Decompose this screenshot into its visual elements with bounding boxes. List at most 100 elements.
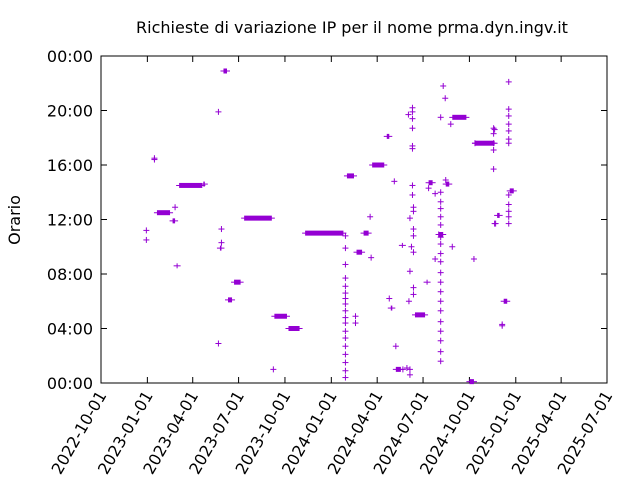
data-point bbox=[410, 204, 417, 211]
data-point bbox=[432, 256, 439, 263]
data-point bbox=[492, 220, 499, 227]
data-point bbox=[368, 254, 375, 261]
y-axis-label: Orario bbox=[5, 195, 24, 245]
data-point bbox=[437, 337, 444, 344]
data-point bbox=[437, 258, 444, 265]
data-point bbox=[342, 374, 349, 381]
data-point-run bbox=[466, 379, 477, 385]
data-point-run bbox=[285, 326, 303, 331]
data-point bbox=[405, 298, 412, 305]
x-axis: 2022-10-012023-01-012023-04-012023-07-01… bbox=[48, 56, 616, 478]
data-point bbox=[409, 125, 416, 132]
y-axis: 00:00 04:00 08:00 12:00 16:00 20:00 00:00 bbox=[47, 47, 607, 393]
data-point bbox=[437, 234, 444, 241]
data-point-run bbox=[343, 173, 357, 179]
data-point-run bbox=[442, 181, 453, 187]
data-point bbox=[342, 320, 349, 327]
data-point bbox=[342, 351, 349, 358]
data-point bbox=[437, 288, 444, 295]
data-point bbox=[409, 104, 416, 111]
data-point bbox=[490, 125, 497, 132]
data-point bbox=[437, 328, 444, 335]
data-points bbox=[143, 68, 517, 385]
data-point bbox=[342, 328, 349, 335]
data-point bbox=[432, 190, 439, 197]
data-point bbox=[342, 232, 349, 239]
data-point bbox=[406, 366, 413, 373]
y-tick-label: 00:00 bbox=[47, 374, 93, 393]
data-point bbox=[342, 367, 349, 374]
data-point bbox=[406, 371, 413, 378]
data-point bbox=[490, 166, 497, 173]
data-point bbox=[505, 220, 512, 227]
data-point bbox=[437, 269, 444, 276]
data-point bbox=[342, 245, 349, 252]
data-point bbox=[491, 126, 498, 133]
data-point bbox=[490, 140, 497, 147]
data-point-run bbox=[360, 230, 372, 236]
data-point bbox=[342, 359, 349, 366]
data-point bbox=[410, 284, 417, 291]
data-point bbox=[406, 268, 413, 275]
data-point-run bbox=[153, 210, 174, 216]
data-point-run bbox=[398, 242, 406, 248]
data-point-run bbox=[449, 114, 470, 120]
data-point-run bbox=[500, 298, 511, 304]
data-point bbox=[342, 300, 349, 307]
y-tick-label: 20:00 bbox=[47, 102, 93, 121]
data-point bbox=[270, 366, 277, 373]
data-point-run bbox=[411, 312, 429, 318]
data-point-run bbox=[231, 279, 244, 285]
data-point bbox=[391, 178, 398, 185]
data-point bbox=[218, 239, 225, 246]
y-tick-label: 00:00 bbox=[47, 47, 93, 66]
data-point-run bbox=[369, 162, 388, 168]
data-point bbox=[342, 290, 349, 297]
data-point bbox=[409, 115, 416, 122]
data-point bbox=[437, 318, 444, 325]
y-tick-label: 12:00 bbox=[47, 211, 93, 230]
data-point bbox=[505, 78, 512, 85]
data-point bbox=[406, 215, 413, 222]
data-point-run bbox=[383, 133, 393, 139]
data-point bbox=[470, 256, 477, 263]
y-tick-label: 04:00 bbox=[47, 320, 93, 339]
data-point bbox=[437, 279, 444, 286]
data-point bbox=[437, 198, 444, 205]
y-tick-label: 16:00 bbox=[47, 156, 93, 175]
data-point-run bbox=[302, 230, 347, 236]
data-point-run bbox=[225, 297, 236, 303]
data-point bbox=[437, 307, 444, 314]
data-point bbox=[399, 366, 406, 373]
data-point bbox=[151, 155, 158, 162]
data-point-run bbox=[220, 68, 230, 74]
data-point bbox=[437, 221, 444, 228]
data-point bbox=[490, 130, 497, 137]
data-point bbox=[505, 140, 512, 147]
data-point bbox=[342, 261, 349, 268]
data-point bbox=[342, 335, 349, 342]
y-tick-label: 08:00 bbox=[47, 265, 93, 284]
data-point-run bbox=[169, 218, 179, 224]
data-point bbox=[437, 205, 444, 212]
data-point bbox=[143, 236, 150, 243]
data-point bbox=[410, 226, 417, 233]
data-point bbox=[386, 295, 393, 302]
data-point bbox=[442, 95, 449, 102]
data-point bbox=[505, 112, 512, 119]
data-point bbox=[505, 191, 512, 198]
data-point-run bbox=[176, 182, 206, 188]
data-point-run bbox=[387, 305, 396, 311]
data-point-run bbox=[200, 181, 208, 187]
data-point bbox=[437, 298, 444, 305]
data-point bbox=[410, 249, 417, 256]
data-point-run bbox=[353, 249, 366, 255]
data-point bbox=[437, 241, 444, 248]
data-point bbox=[215, 340, 222, 347]
data-point bbox=[505, 201, 512, 208]
data-point bbox=[499, 322, 506, 329]
data-point bbox=[437, 348, 444, 355]
data-point bbox=[505, 208, 512, 215]
data-point bbox=[437, 358, 444, 365]
